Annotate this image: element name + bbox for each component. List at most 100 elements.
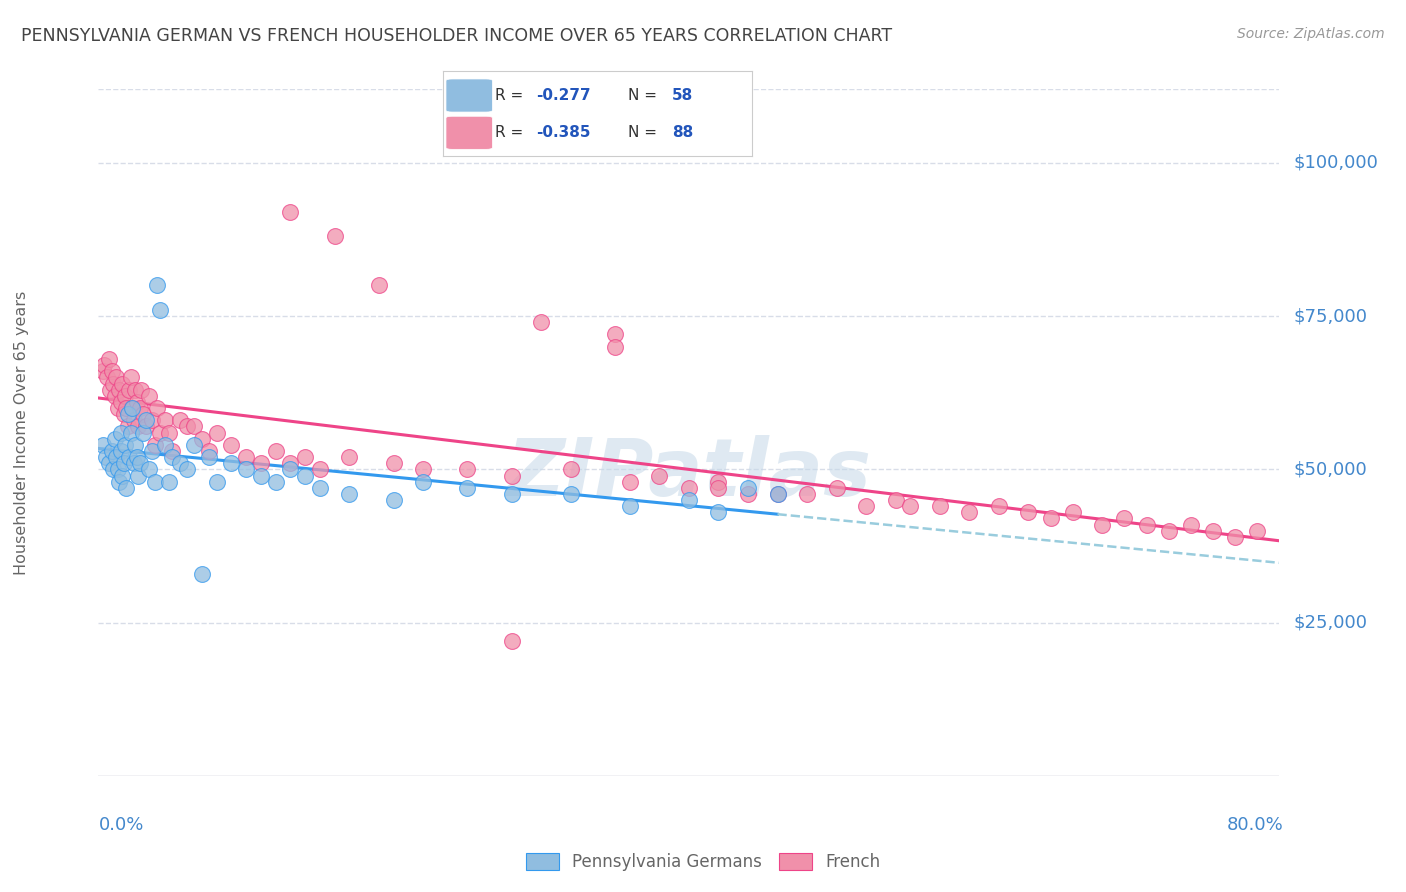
Point — [191, 566, 214, 581]
Point — [110, 444, 132, 458]
Point — [309, 481, 332, 495]
Point — [235, 462, 257, 476]
Point — [149, 425, 172, 440]
Point — [153, 413, 176, 427]
Point — [100, 364, 122, 378]
Point — [141, 444, 163, 458]
Point — [162, 444, 183, 458]
Point — [766, 487, 789, 501]
Point — [183, 438, 205, 452]
Point — [105, 450, 128, 464]
Point — [122, 456, 145, 470]
Point — [118, 450, 141, 464]
Point — [97, 456, 120, 470]
Point — [125, 395, 148, 409]
Text: $25,000: $25,000 — [1294, 614, 1368, 632]
Point — [103, 462, 125, 476]
Point — [111, 468, 134, 483]
Point — [707, 505, 730, 519]
Point — [122, 413, 145, 427]
Point — [110, 395, 132, 409]
Point — [796, 487, 818, 501]
Text: $75,000: $75,000 — [1294, 307, 1368, 325]
Text: -0.385: -0.385 — [536, 125, 591, 140]
Point — [278, 462, 302, 476]
Point — [157, 425, 180, 440]
Point — [114, 438, 136, 452]
Point — [138, 389, 160, 403]
Point — [103, 376, 125, 391]
Point — [560, 462, 582, 476]
Point — [115, 401, 138, 415]
Point — [149, 302, 172, 317]
Point — [114, 389, 136, 403]
Point — [112, 456, 135, 470]
Point — [198, 450, 221, 464]
Point — [117, 407, 139, 421]
Point — [619, 475, 641, 489]
Point — [120, 370, 142, 384]
Point — [1135, 517, 1157, 532]
Point — [648, 468, 671, 483]
Point — [110, 425, 132, 440]
Text: 58: 58 — [672, 87, 693, 103]
Point — [176, 462, 198, 476]
Point — [91, 364, 114, 378]
Point — [124, 383, 146, 397]
Point — [278, 456, 302, 470]
Point — [153, 438, 176, 452]
Point — [294, 450, 316, 464]
Point — [91, 438, 114, 452]
Point — [605, 327, 627, 342]
Legend: Pennsylvania Germans, French: Pennsylvania Germans, French — [517, 845, 889, 880]
Point — [121, 401, 143, 415]
Point — [107, 462, 129, 476]
Point — [1062, 505, 1084, 519]
Point — [323, 229, 346, 244]
Point — [112, 407, 135, 421]
Point — [456, 481, 478, 495]
Point — [128, 456, 150, 470]
Point — [157, 475, 180, 489]
Point — [128, 401, 150, 415]
Text: 88: 88 — [672, 125, 693, 140]
Point — [928, 499, 950, 513]
Point — [250, 456, 273, 470]
Text: 0.0%: 0.0% — [98, 816, 143, 834]
Point — [125, 450, 148, 464]
Point — [1017, 505, 1039, 519]
Point — [959, 505, 981, 519]
FancyBboxPatch shape — [446, 116, 492, 149]
Point — [737, 487, 759, 501]
Point — [1114, 511, 1136, 525]
Point — [143, 438, 166, 452]
Point — [678, 493, 700, 508]
Point — [501, 468, 523, 483]
Point — [855, 499, 877, 513]
Point — [205, 425, 228, 440]
Point — [143, 475, 166, 489]
Point — [737, 481, 759, 495]
Point — [162, 450, 183, 464]
Point — [105, 370, 128, 384]
Point — [530, 315, 553, 329]
Point — [96, 370, 118, 384]
Text: PENNSYLVANIA GERMAN VS FRENCH HOUSEHOLDER INCOME OVER 65 YEARS CORRELATION CHART: PENNSYLVANIA GERMAN VS FRENCH HOUSEHOLDE… — [21, 27, 893, 45]
Text: R =: R = — [495, 87, 529, 103]
Point — [707, 481, 730, 495]
Point — [115, 481, 138, 495]
Point — [94, 450, 117, 464]
Point — [235, 450, 257, 464]
Point — [146, 278, 169, 293]
Point — [132, 425, 155, 440]
Text: Source: ZipAtlas.com: Source: ZipAtlas.com — [1237, 27, 1385, 41]
Point — [337, 487, 360, 501]
Point — [619, 499, 641, 513]
Point — [138, 462, 160, 476]
Point — [111, 376, 134, 391]
Point — [127, 419, 149, 434]
Point — [987, 499, 1010, 513]
Point — [93, 358, 115, 372]
Point — [560, 487, 582, 501]
Point — [278, 204, 302, 219]
